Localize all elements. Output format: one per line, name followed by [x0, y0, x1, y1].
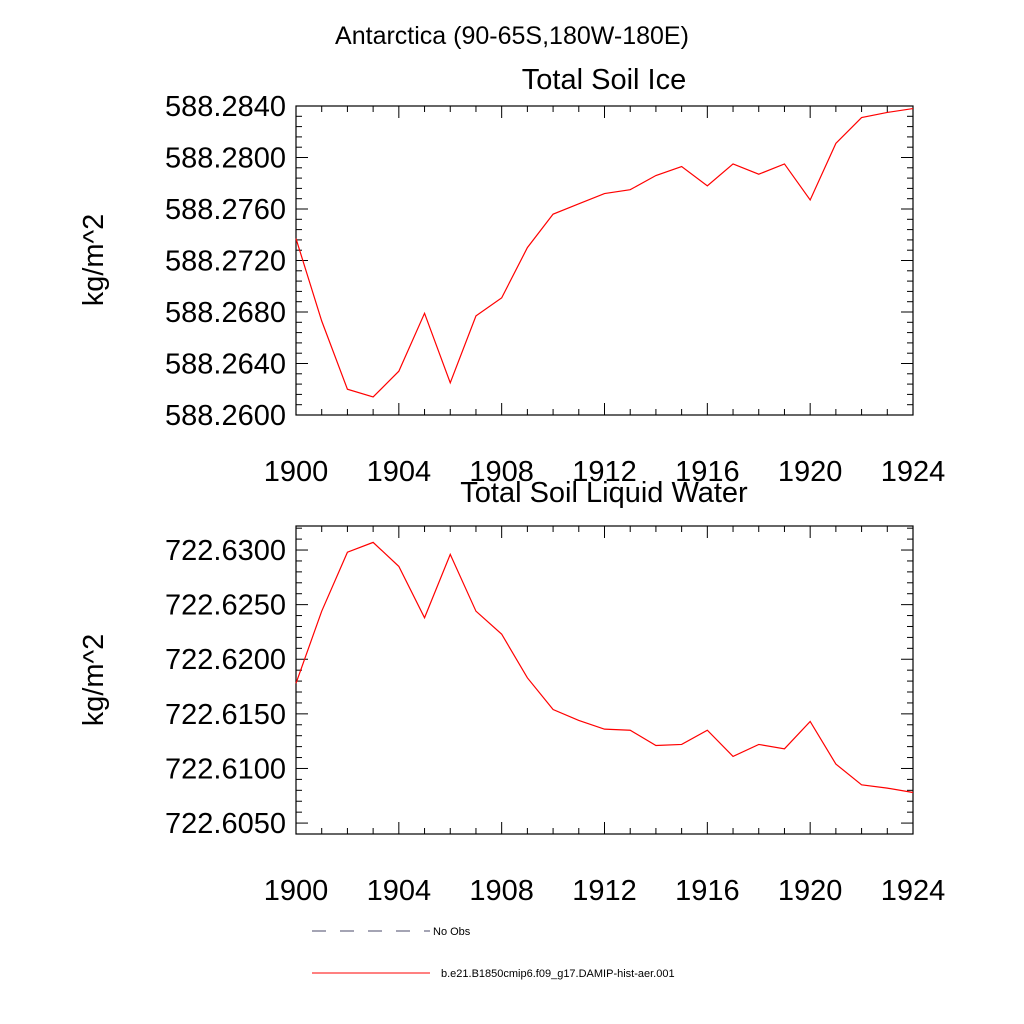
legend: No Obs b.e21.B1850cmip6.f09_g17.DAMIP-hi… — [312, 926, 675, 980]
plot-frame — [295, 525, 914, 835]
series-line — [295, 107, 914, 398]
y-tick-label: 722.6100 — [165, 753, 286, 785]
y-axis-label: kg/m^2 — [78, 634, 110, 727]
tick-marks — [295, 526, 914, 835]
chart-header: Antarctica (90-65S,180W-180E) — [335, 22, 689, 50]
x-tick-label: 1900 — [264, 875, 329, 907]
y-tick-label: 722.6250 — [165, 590, 286, 622]
y-tick-labels: 722.6050 722.6100 722.6150 722.6200 722.6250… — [165, 535, 286, 840]
panel-total-soil-ice: Total Soil Ice kg/m^2 1900 1904 1908 1912 19… — [78, 64, 945, 488]
legend-label-model: b.e21.B1850cmip6.f09_g17.DAMIP-hist-aer.… — [441, 968, 675, 980]
plot-frame — [295, 105, 914, 416]
y-tick-label: 722.6300 — [165, 535, 286, 567]
x-tick-label: 1908 — [469, 875, 534, 907]
y-tick-label: 588.2800 — [165, 143, 286, 175]
y-tick-label: 588.2600 — [165, 400, 286, 432]
x-tick-label: 1924 — [881, 456, 946, 488]
x-tick-label: 1924 — [881, 875, 946, 907]
panel-total-soil-liquid-water: Total Soil Liquid Water kg/m^2 1900 1904 1… — [78, 477, 945, 907]
y-tick-label: 588.2720 — [165, 246, 286, 278]
x-tick-labels: 1900 1904 1908 1912 1916 1920 1924 — [264, 875, 946, 907]
y-axis-label: kg/m^2 — [78, 214, 110, 307]
x-tick-label: 1908 — [469, 456, 534, 488]
x-tick-label: 1920 — [778, 456, 843, 488]
x-tick-label: 1900 — [264, 456, 329, 488]
x-tick-label: 1904 — [367, 456, 432, 488]
x-tick-label: 1920 — [778, 875, 843, 907]
panel-title: Total Soil Liquid Water — [460, 477, 748, 509]
legend-label-no-obs: No Obs — [433, 926, 471, 938]
x-tick-label: 1916 — [675, 456, 740, 488]
x-tick-label: 1916 — [675, 875, 740, 907]
series-lines — [295, 541, 914, 794]
tick-marks — [295, 105, 914, 416]
panel-title: Total Soil Ice — [522, 64, 686, 96]
y-tick-labels: 588.2600 588.2640 588.2680 588.2720 588.2760… — [165, 91, 286, 432]
y-tick-label: 722.6200 — [165, 644, 286, 676]
x-tick-label: 1904 — [367, 875, 432, 907]
x-tick-labels: 1900 1904 1908 1912 1916 1920 1924 — [264, 456, 946, 488]
y-tick-label: 588.2680 — [165, 297, 286, 329]
y-tick-label: 722.6050 — [165, 808, 286, 840]
x-tick-label: 1912 — [572, 875, 637, 907]
y-tick-label: 588.2640 — [165, 349, 286, 381]
y-tick-label: 722.6150 — [165, 699, 286, 731]
y-tick-label: 588.2840 — [165, 91, 286, 123]
y-tick-label: 588.2760 — [165, 194, 286, 226]
series-line — [295, 541, 914, 794]
x-tick-label: 1912 — [572, 456, 637, 488]
series-lines — [295, 107, 914, 398]
